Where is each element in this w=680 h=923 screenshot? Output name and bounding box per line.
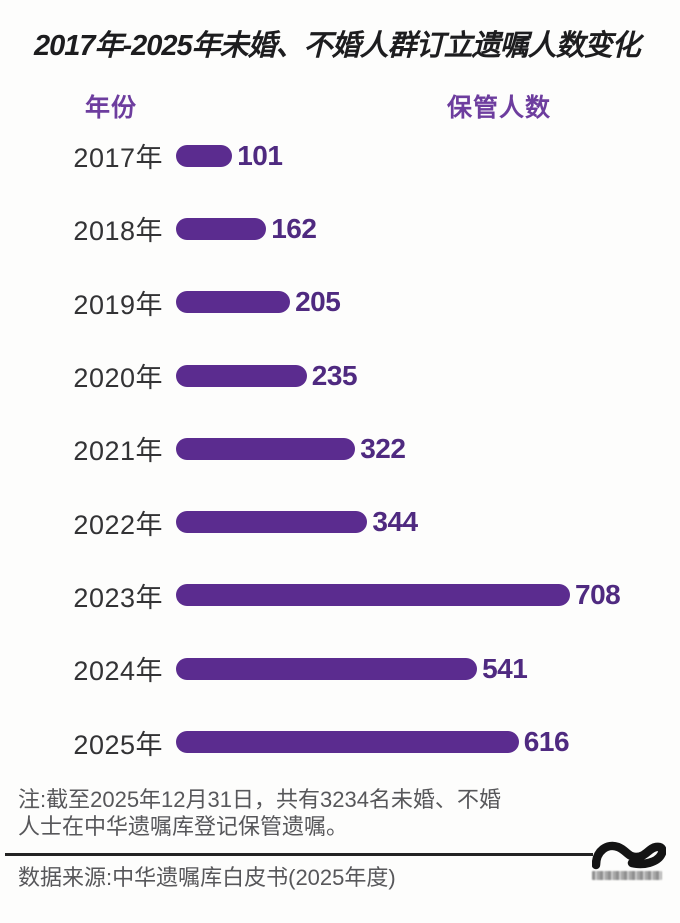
bar-value: 322 (360, 432, 406, 464)
chart-row: 2019年 205 (0, 266, 680, 339)
logo-watermark-blurred-text (592, 871, 662, 880)
year-label: 2024年 (73, 656, 163, 687)
year-label: 2021年 (73, 436, 163, 467)
chart-row: 2018年 162 (0, 192, 680, 265)
year-label: 2025年 (73, 729, 163, 760)
column-header-count: 保管人数 (447, 94, 552, 122)
divider-line (5, 853, 593, 856)
bar-value: 205 (295, 286, 341, 318)
year-label: 2020年 (73, 363, 163, 394)
bar (176, 364, 307, 387)
chart-title: 2017年-2025年未婚、不婚人群订立遗嘱人数变化 (34, 30, 641, 62)
bar-value: 162 (271, 212, 317, 244)
bar (176, 657, 478, 680)
column-header-year: 年份 (85, 94, 138, 122)
chart-row: 2025年 616 (0, 705, 680, 778)
bar (176, 217, 267, 240)
footnote-line2: 人士在中华遗嘱库登记保管遗嘱。 (18, 814, 349, 839)
year-label: 2017年 (73, 143, 163, 174)
bar-value: 344 (372, 506, 418, 538)
chart-row: 2020年 235 (0, 339, 680, 412)
bar (176, 291, 291, 314)
bar (176, 144, 233, 167)
footnote: 注:截至2025年12月31日，共有3234名未婚、不婚 人士在中华遗嘱库登记保管… (18, 786, 538, 840)
bar-value: 541 (482, 652, 528, 684)
footnote-line1: 注:截至2025年12月31日，共有3234名未婚、不婚 (18, 787, 501, 812)
bar-value: 101 (237, 139, 283, 171)
bar (176, 511, 368, 534)
year-label: 2019年 (73, 289, 163, 320)
chart-row: 2024年 541 (0, 632, 680, 705)
bar (176, 437, 356, 460)
chart-row: 2023年 708 (0, 559, 680, 632)
year-label: 2018年 (73, 216, 163, 247)
chart-row: 2022年 344 (0, 485, 680, 558)
wave-logo (592, 838, 668, 880)
chart-row: 2021年 322 (0, 412, 680, 485)
year-label: 2023年 (73, 582, 163, 613)
wave-tilde-logo-icon (592, 841, 666, 870)
year-label: 2022年 (73, 509, 163, 540)
data-source: 数据来源:中华遗嘱库白皮书(2025年度) (18, 865, 396, 890)
bar-value: 708 (575, 579, 621, 611)
bar-value: 616 (523, 726, 570, 758)
bar-value: 235 (311, 359, 358, 391)
bar (176, 731, 519, 754)
chart-row: 2017年 101 (0, 119, 680, 192)
chart-rows: 2017年 101 2018年 162 2019年 205 2020年 235 … (0, 119, 680, 779)
bar (176, 584, 570, 607)
